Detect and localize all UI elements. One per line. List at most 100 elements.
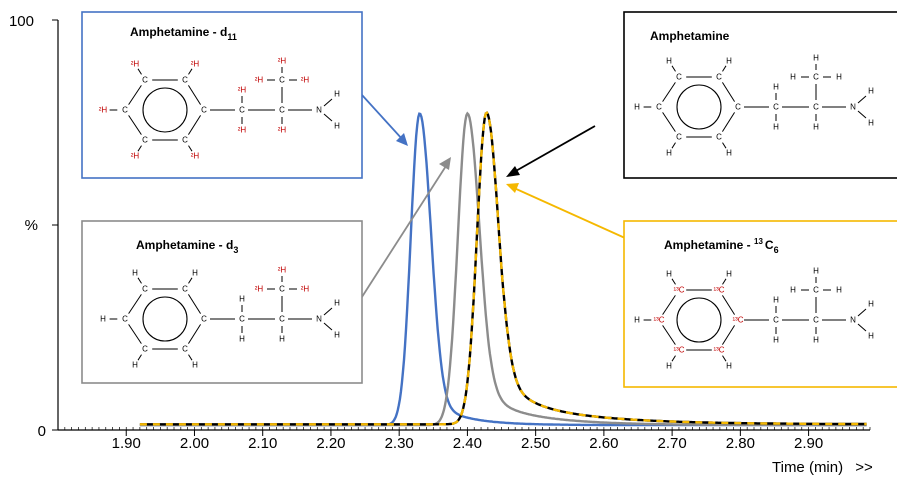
atom: H	[773, 123, 779, 132]
atom: H	[666, 149, 672, 158]
d3-arrowhead	[439, 157, 451, 170]
atom: H	[666, 270, 672, 279]
bond	[128, 294, 142, 314]
isotope-atom: ²H	[238, 86, 247, 95]
x-axis-title-text: Time (min)	[772, 459, 843, 476]
aromatic-ring	[142, 87, 188, 133]
bond	[722, 355, 727, 362]
atom: N	[316, 315, 322, 324]
atom: C	[813, 316, 819, 325]
atom: H	[334, 122, 340, 131]
atom: C	[142, 285, 148, 294]
atom: H	[192, 361, 198, 370]
isotope-atom: ¹³C	[732, 316, 743, 325]
isotope-atom: ²H	[255, 285, 264, 294]
bond	[671, 65, 676, 72]
bond	[857, 323, 867, 332]
bond	[721, 82, 736, 102]
d11-arrowhead	[396, 133, 408, 146]
bond	[857, 110, 867, 119]
atom: C	[716, 73, 722, 82]
atom: C	[122, 106, 128, 115]
atom: C	[773, 103, 779, 112]
atom: H	[773, 296, 779, 305]
atom: C	[676, 73, 682, 82]
atom: H	[726, 362, 732, 371]
atom: C	[279, 76, 285, 85]
aromatic-ring	[676, 297, 722, 343]
atom: H	[239, 335, 245, 344]
x-tick-label: 2.40	[453, 435, 482, 452]
axes: 100 % 0 1.90 2.00 2.10 2.20 2.30 2.40 2.50 2.60…	[9, 13, 873, 476]
isotope-atom: ¹³C	[673, 346, 684, 355]
atom: H	[773, 83, 779, 92]
bond	[137, 277, 142, 284]
amph-arrowhead	[506, 166, 520, 177]
atom: N	[850, 103, 856, 112]
atom: C	[813, 73, 819, 82]
bond	[722, 278, 727, 285]
bond	[128, 115, 142, 135]
isotope-atom: ²H	[131, 60, 140, 69]
x-axis-title: Time (min) >>	[772, 459, 873, 476]
atom: C	[676, 133, 682, 142]
bond	[662, 82, 676, 102]
x-major-ticks	[125, 430, 810, 436]
atom: H	[132, 361, 138, 370]
bond	[323, 113, 333, 122]
x-tick-label: 1.90	[112, 435, 141, 452]
isotope-atom: ²H	[99, 106, 108, 115]
isotope-atom: ²H	[255, 76, 264, 85]
bond	[721, 325, 736, 345]
x-tick-label: 2.70	[658, 435, 687, 452]
atom: H	[868, 300, 874, 309]
x-tick-label: 2.10	[248, 435, 277, 452]
atom: H	[773, 336, 779, 345]
bond	[323, 307, 333, 316]
d3-title: Amphetamine - d3	[136, 238, 238, 255]
bond	[187, 115, 202, 135]
atom: H	[836, 286, 842, 295]
bond	[671, 355, 676, 362]
isotope-atom: ²H	[191, 60, 200, 69]
x-axis-more-indicator[interactable]: >>	[855, 459, 873, 476]
atom: C	[813, 286, 819, 295]
d11-box-frame	[81, 11, 363, 179]
bond	[137, 68, 142, 75]
chromatogram-traces	[139, 111, 867, 427]
aromatic-ring	[676, 84, 722, 130]
atom: C	[279, 106, 285, 115]
x-tick-label: 2.90	[794, 435, 823, 452]
bond	[187, 324, 202, 344]
amph-box-frame	[623, 11, 897, 179]
atom: H	[813, 267, 819, 276]
atom: H	[192, 269, 198, 278]
isotope-atom: ²H	[278, 126, 287, 135]
isotope-atom: ²H	[301, 76, 310, 85]
isotope-atom: ²H	[278, 57, 287, 66]
x-tick-label: 2.50	[521, 435, 550, 452]
atom: C	[716, 133, 722, 142]
y-tick-label-0: 0	[38, 423, 46, 440]
bond	[722, 65, 727, 72]
bond	[721, 295, 736, 315]
isotope-atom: ²H	[278, 266, 287, 275]
atom: H	[132, 269, 138, 278]
x-minor-ticks	[57, 427, 871, 430]
x-tick-labels: 1.90 2.00 2.10 2.20 2.30 2.40 2.50 2.60 2.70 2.80…	[112, 435, 824, 452]
atom: H	[726, 57, 732, 66]
bond	[722, 142, 727, 149]
atom: C	[142, 76, 148, 85]
d3-box-frame	[81, 220, 363, 384]
bond	[662, 112, 676, 132]
c13-arrow	[513, 187, 626, 239]
bond	[128, 85, 142, 105]
trace-amphetamine-13c6	[139, 111, 867, 426]
bond	[671, 278, 676, 285]
atom: C	[182, 285, 188, 294]
